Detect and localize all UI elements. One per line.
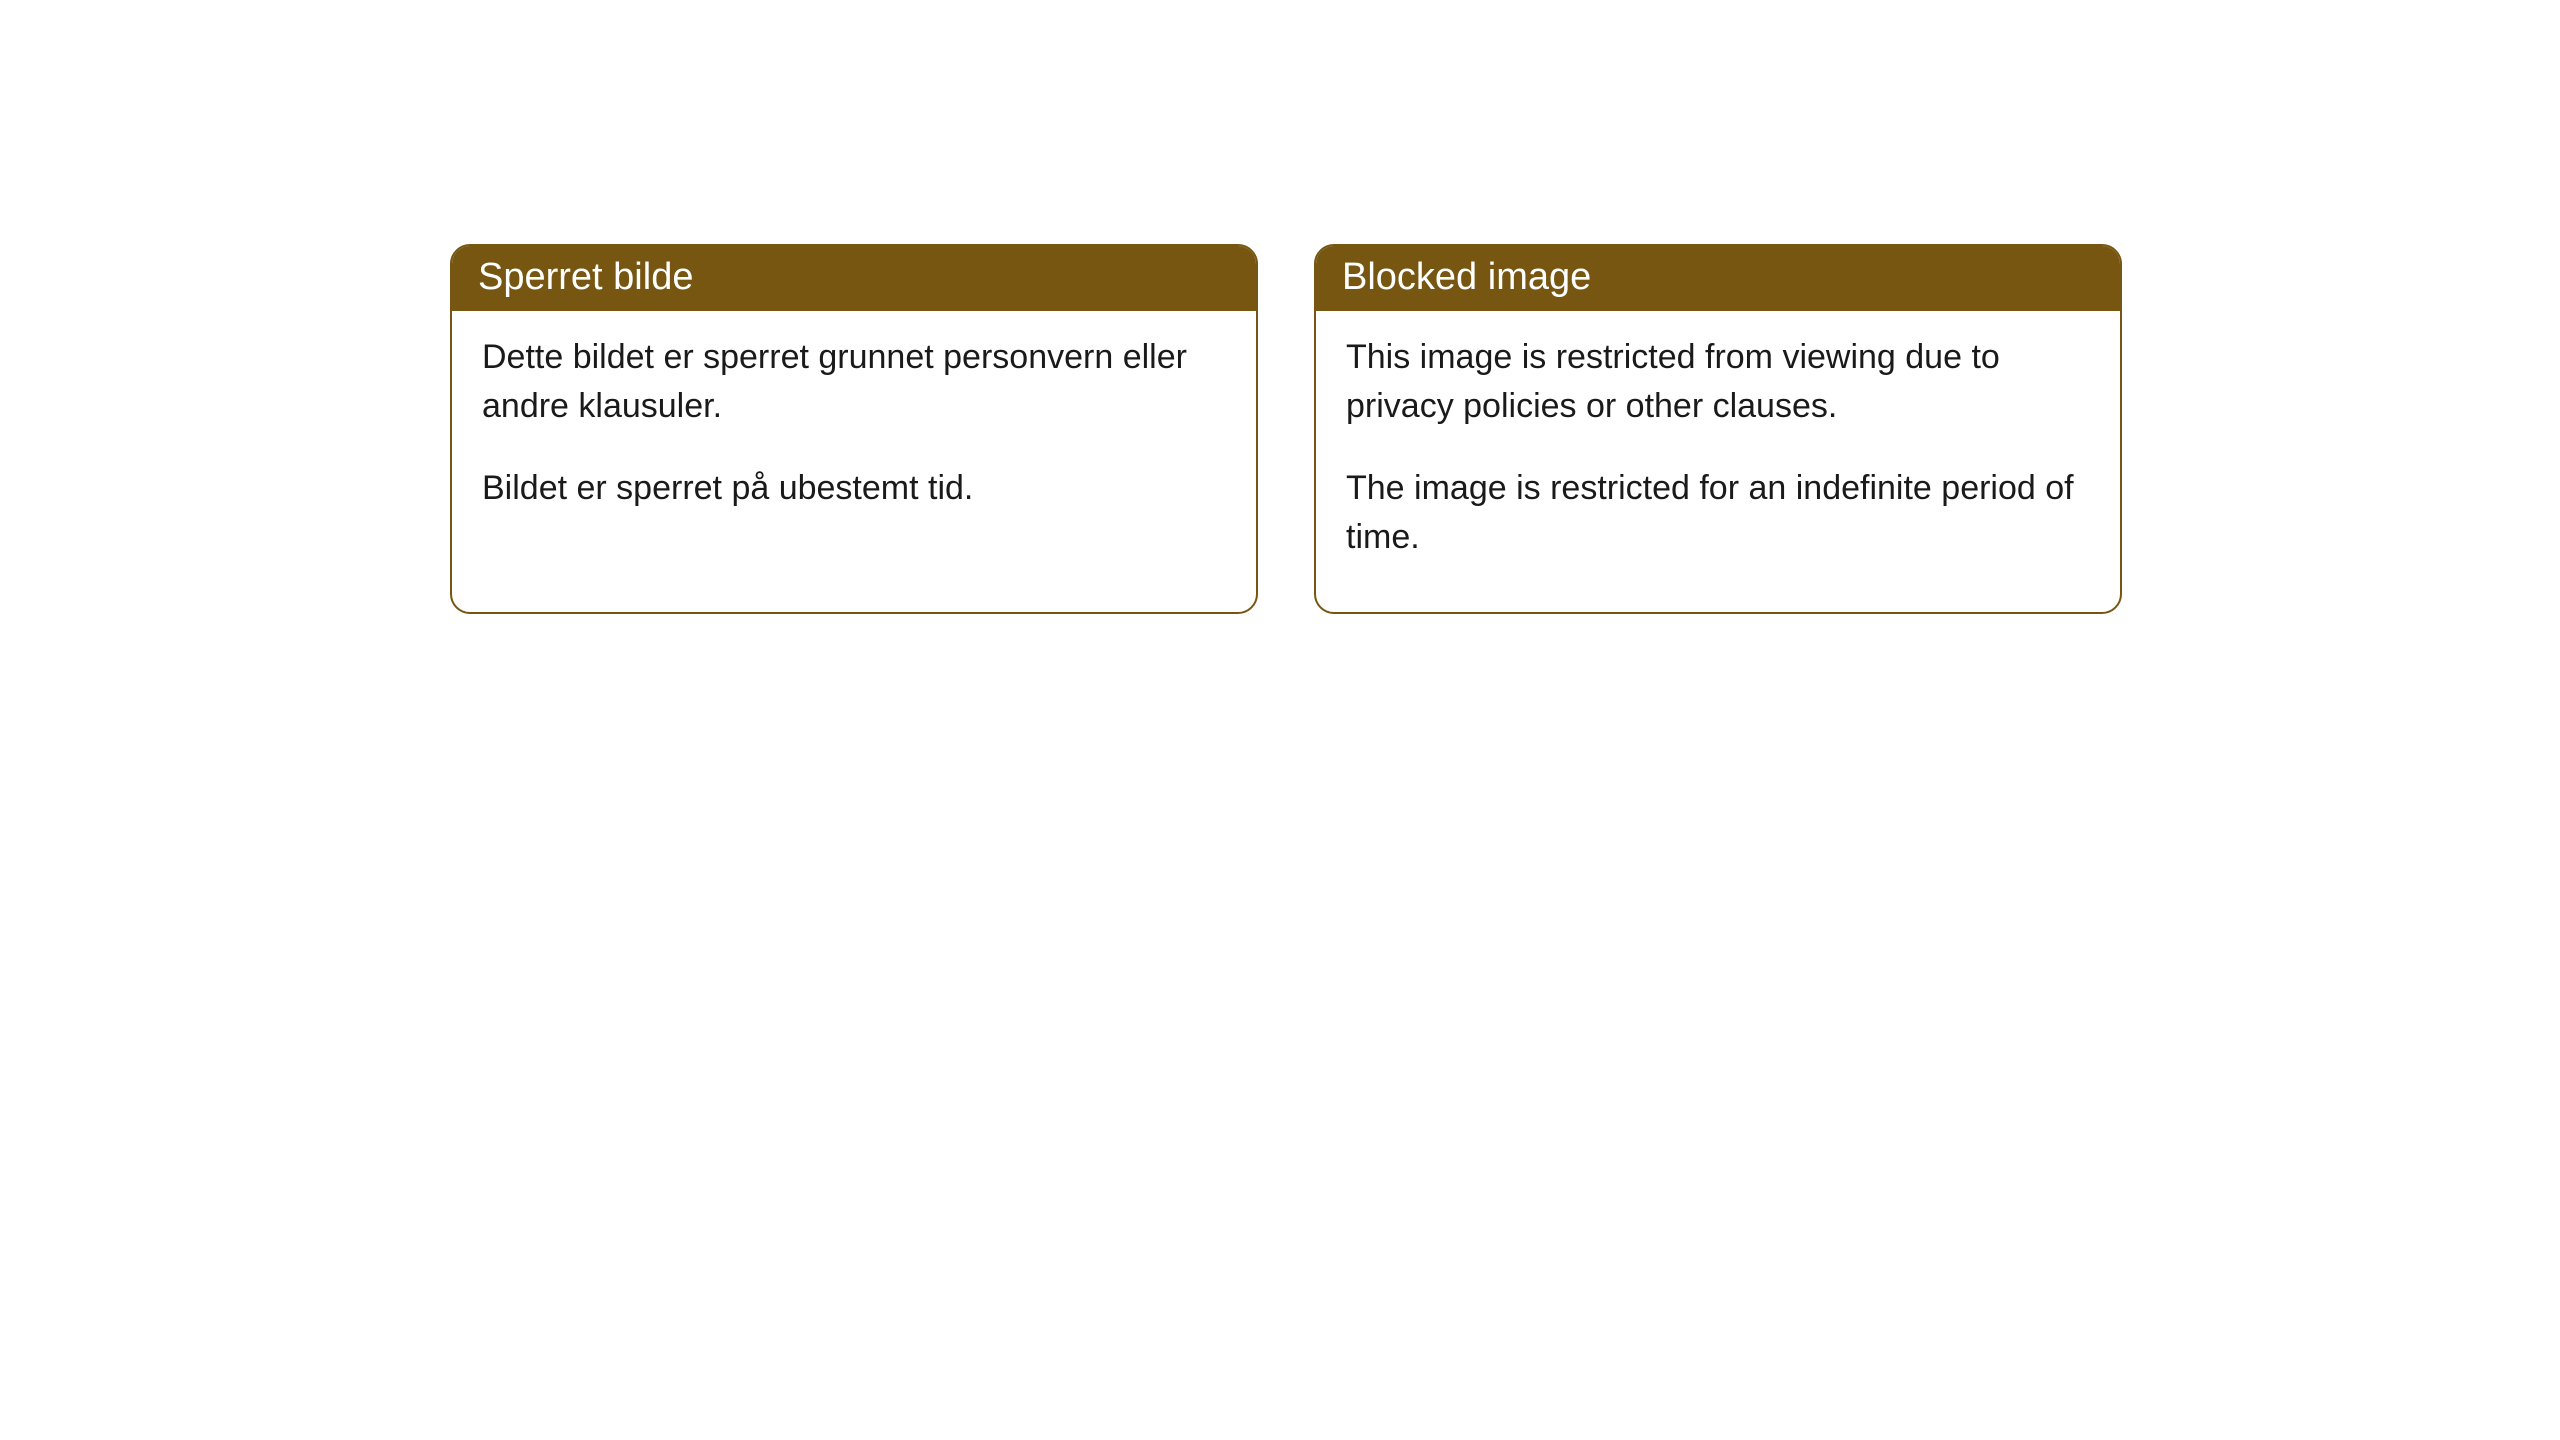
card-paragraph: The image is restricted for an indefinit… xyxy=(1346,464,2090,563)
card-paragraph: This image is restricted from viewing du… xyxy=(1346,333,2090,432)
card-header: Blocked image xyxy=(1316,246,2120,311)
card-paragraph: Dette bildet er sperret grunnet personve… xyxy=(482,333,1226,432)
card-paragraph: Bildet er sperret på ubestemt tid. xyxy=(482,464,1226,513)
notice-cards-container: Sperret bilde Dette bildet er sperret gr… xyxy=(0,0,2560,614)
card-body: Dette bildet er sperret grunnet personve… xyxy=(452,311,1256,563)
card-header: Sperret bilde xyxy=(452,246,1256,311)
notice-card-english: Blocked image This image is restricted f… xyxy=(1314,244,2122,614)
notice-card-norwegian: Sperret bilde Dette bildet er sperret gr… xyxy=(450,244,1258,614)
card-body: This image is restricted from viewing du… xyxy=(1316,311,2120,612)
